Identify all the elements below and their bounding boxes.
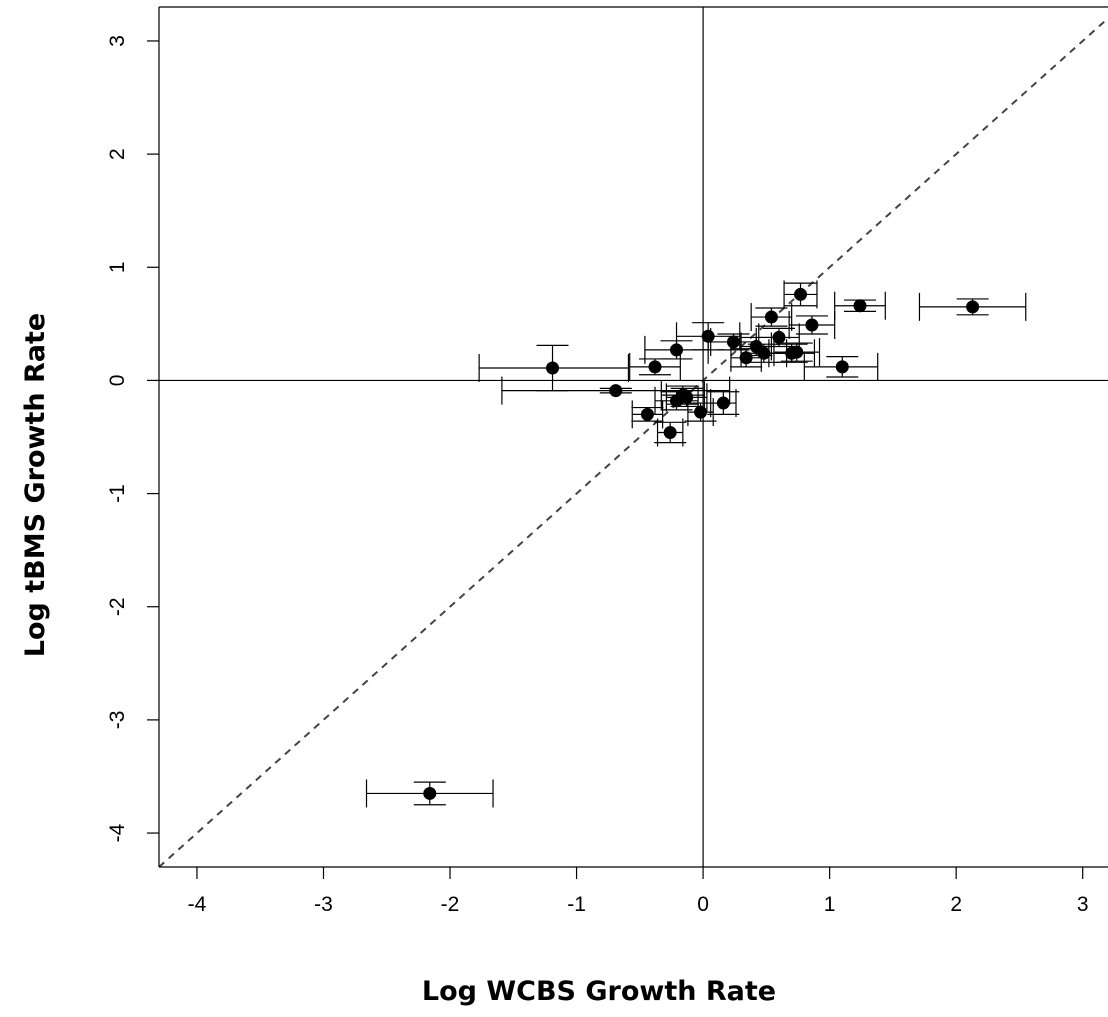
plot-area <box>159 7 1108 867</box>
data-point-group <box>834 291 886 320</box>
y-tick-label: 1 <box>106 261 129 273</box>
data-point <box>701 329 715 343</box>
identity-dashed-line <box>159 17 1108 867</box>
y-tick-label: -4 <box>106 823 129 842</box>
y-tick-label: -1 <box>106 484 129 503</box>
data-point-group <box>365 779 494 808</box>
data-point-group <box>710 327 757 356</box>
data-point <box>764 310 778 324</box>
data-point-group <box>730 343 763 372</box>
data-point <box>757 346 771 360</box>
x-axis-title: Log WCBS Growth Rate <box>422 976 776 1007</box>
x-tick-label: 3 <box>1077 893 1089 916</box>
y-tick-label: -3 <box>106 711 129 730</box>
data-point-group <box>629 352 681 381</box>
data-point <box>739 351 753 365</box>
data-point <box>772 330 786 344</box>
data-point <box>694 405 708 419</box>
data-point <box>835 360 849 374</box>
data-point-group <box>788 310 836 339</box>
data-point-group <box>631 400 664 429</box>
x-tick-label: -4 <box>188 893 207 916</box>
y-tick-label: -2 <box>106 597 129 616</box>
data-point-group <box>654 418 687 447</box>
data-point <box>966 300 980 314</box>
data-point-group <box>783 280 818 309</box>
data-point <box>853 299 867 313</box>
data-point <box>546 361 560 375</box>
data-point <box>794 287 808 301</box>
axes: -4 -3 -2 -1 0 1 2 3 -4 -3 -2 -1 0 1 2 3 <box>106 6 1108 916</box>
data-point <box>716 396 730 410</box>
x-tick-label: 2 <box>950 893 962 916</box>
y-tick-label: 3 <box>106 35 129 47</box>
y-axis-title: Log tBMS Growth Rate <box>20 313 51 657</box>
data-point-group <box>675 322 741 351</box>
data-point <box>640 407 654 421</box>
data-point-group <box>750 303 793 332</box>
data-point-group <box>707 389 740 418</box>
data-point-group <box>918 292 1027 321</box>
data-point-group <box>773 338 821 367</box>
y-tick-label: 0 <box>106 375 129 387</box>
x-tick-label: -2 <box>441 893 460 916</box>
data-point <box>423 786 437 800</box>
data-point <box>663 425 677 439</box>
data-point <box>648 360 662 374</box>
y-tick-label: 2 <box>106 148 129 160</box>
data-point-group <box>803 352 879 381</box>
data-point <box>680 390 694 404</box>
data-point-group <box>501 376 731 405</box>
data-point <box>609 384 623 398</box>
data-point <box>790 345 804 359</box>
x-tick-label: -1 <box>567 893 586 916</box>
data-point-group <box>665 383 708 412</box>
data-point <box>805 318 819 332</box>
x-tick-label: 0 <box>697 893 709 916</box>
data-point <box>726 335 740 349</box>
x-tick-label: 1 <box>824 893 836 916</box>
x-tick-label: -3 <box>314 893 333 916</box>
